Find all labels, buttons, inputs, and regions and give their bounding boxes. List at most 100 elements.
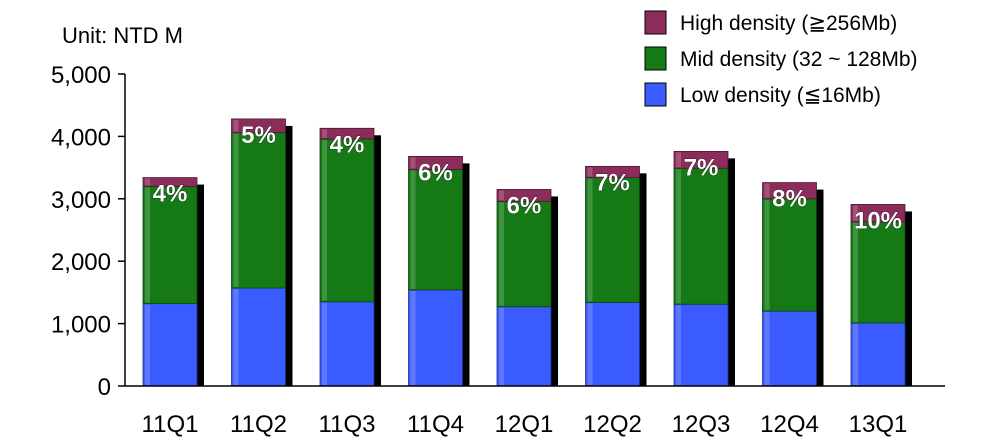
bar-segment-high-highlight — [145, 178, 150, 186]
bar-segment-low — [673, 303, 729, 387]
legend-label: Mid density (32 ~ 128Mb) — [680, 48, 918, 71]
legend-swatch — [644, 82, 667, 107]
legend-swatch — [644, 10, 667, 35]
legend: High density (≧256Mb) Mid density (32 ~ 1… — [644, 10, 918, 107]
bar-segment-high — [408, 155, 463, 170]
bar-12Q2: 7% — [585, 165, 647, 387]
bar-segment-high — [496, 189, 552, 202]
bar-segment-mid — [673, 167, 729, 305]
bar-segment-low — [319, 301, 375, 387]
bar-segment-low-highlight — [587, 303, 593, 385]
bar-segment-low-highlight — [499, 307, 504, 385]
bar-segment-low-highlight — [233, 289, 239, 385]
bar-segment-high — [762, 182, 817, 200]
bar-segment-low-highlight — [145, 304, 150, 385]
bar-12Q4: 8% — [762, 182, 824, 387]
y-tick-label: 2,000 — [51, 249, 111, 276]
bar-segment-mid — [585, 177, 640, 303]
bar-segment-low — [408, 289, 463, 387]
x-tick-label: 12Q2 — [583, 411, 642, 438]
x-tick-label: 11Q4 — [407, 411, 464, 438]
bar-segment-low-highlight — [853, 323, 858, 385]
bar-segment-low — [850, 322, 906, 387]
bar-segment-low — [762, 310, 817, 387]
bar-percent-label: 10% — [854, 207, 902, 234]
bar-segment-high-highlight — [676, 152, 681, 168]
bar-segment-high — [585, 165, 640, 178]
x-tick-label: 11Q3 — [319, 411, 376, 438]
bar-segment-high — [673, 150, 729, 169]
bar-segment-mid — [496, 200, 552, 308]
x-tick-label: 13Q1 — [849, 411, 908, 438]
unit-label: Unit: NTD M — [62, 23, 183, 48]
y-tick-label: 1,000 — [51, 312, 111, 339]
bar-11Q4: 6% — [408, 155, 470, 387]
bar-percent-label: 4% — [330, 131, 365, 158]
bar-segment-high-highlight — [410, 157, 416, 169]
bar-segment-low-highlight — [410, 290, 416, 385]
bar-percent-label: 6% — [507, 192, 542, 219]
bar-segment-mid — [762, 198, 817, 312]
x-axis: 11Q1 11Q2 11Q3 11Q4 12Q1 12Q2 12Q3 12Q4 13Q1 — [125, 385, 945, 438]
bar-segment-mid — [850, 221, 906, 324]
legend-item: Mid density (32 ~ 128Mb) — [644, 46, 918, 71]
bar-segment-mid-highlight — [233, 133, 239, 288]
y-tick-label: 5,000 — [51, 62, 111, 89]
bar-segment-high — [319, 127, 375, 140]
bar-segment-mid-highlight — [145, 187, 150, 303]
bar-segment-high-highlight — [587, 167, 593, 177]
bar-segment-mid-highlight — [587, 178, 593, 302]
bar-segment-high-highlight — [853, 205, 858, 221]
x-tick-label: 12Q4 — [760, 411, 819, 438]
bar-segment-low — [585, 301, 640, 387]
x-tick-label: 12Q1 — [495, 411, 554, 438]
bar-segment-mid-highlight — [410, 170, 416, 289]
bar-11Q1: 4% — [142, 177, 204, 387]
bars: 4% 5% 4% 6% 6% 7% 7% 8% 10% — [142, 118, 912, 387]
x-tick-label: 12Q3 — [672, 411, 731, 438]
bar-segment-mid-highlight — [322, 139, 327, 301]
legend-item: High density (≧256Mb) — [644, 10, 897, 35]
y-tick-label: 0 — [98, 374, 111, 401]
bar-segment-low-highlight — [764, 312, 770, 385]
bar-segment-mid-highlight — [853, 222, 858, 322]
bar-segment-mid — [231, 132, 286, 289]
bar-segment-mid — [408, 169, 463, 291]
bar-segment-high-highlight — [233, 119, 239, 132]
bar-percent-label: 7% — [684, 154, 719, 181]
bar-segment-mid-highlight — [764, 199, 770, 311]
bar-segment-high — [142, 177, 198, 187]
bar-percent-label: 5% — [241, 122, 276, 149]
bar-segment-high-highlight — [499, 190, 504, 201]
bar-segment-mid-highlight — [676, 169, 681, 304]
bar-segment-low — [496, 306, 552, 387]
bar-percent-label: 7% — [595, 169, 630, 196]
x-tick-label: 11Q2 — [230, 411, 287, 438]
bar-11Q2: 5% — [231, 118, 293, 387]
y-tick-label: 3,000 — [51, 187, 111, 214]
bar-percent-label: 8% — [772, 186, 807, 213]
bar-segment-low-highlight — [322, 302, 327, 385]
bar-13Q1: 10% — [850, 204, 912, 387]
bar-segment-low — [231, 287, 286, 387]
y-tick-label: 4,000 — [51, 124, 111, 151]
x-tick-label: 11Q1 — [142, 411, 199, 438]
legend-label: High density (≧256Mb) — [680, 12, 897, 35]
bar-segment-mid — [319, 138, 375, 303]
bar-12Q3: 7% — [673, 150, 735, 387]
legend-swatch — [644, 46, 667, 71]
bar-percent-label: 4% — [153, 181, 188, 208]
bar-segment-high-highlight — [322, 129, 327, 138]
y-axis: 0 1,000 2,000 3,000 4,000 5,000 — [51, 62, 126, 401]
legend-item: Low density (≦16Mb) — [644, 82, 881, 107]
bar-segment-high-highlight — [764, 183, 770, 198]
bar-segment-high — [850, 204, 906, 223]
bar-segment-high — [231, 118, 286, 134]
bar-11Q3: 4% — [319, 127, 381, 387]
bar-segment-low — [142, 303, 198, 387]
legend-label: Low density (≦16Mb) — [680, 84, 881, 107]
bar-12Q1: 6% — [496, 189, 558, 387]
bar-percent-label: 6% — [418, 159, 453, 186]
bar-segment-mid-highlight — [499, 202, 504, 306]
